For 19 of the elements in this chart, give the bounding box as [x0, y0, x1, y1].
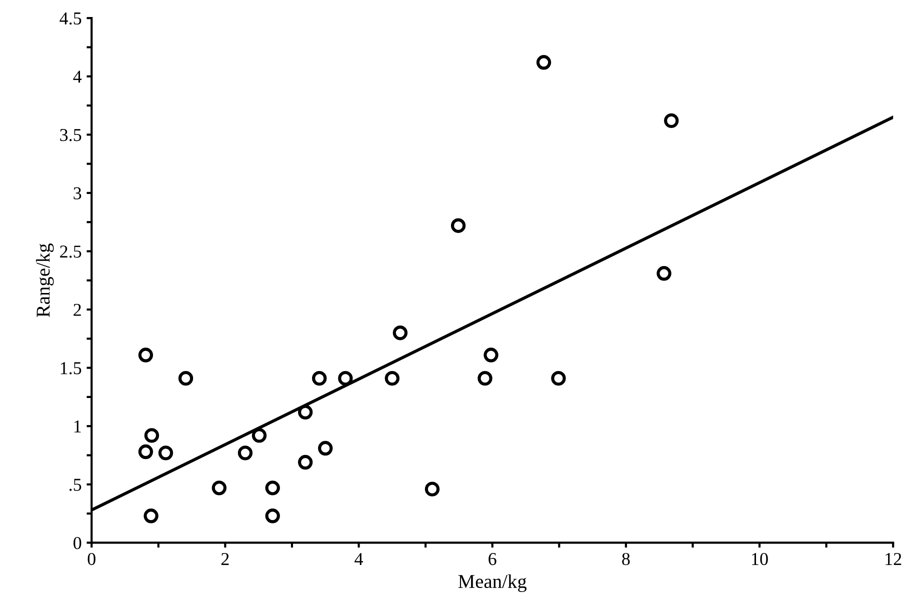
x-axis-title: Mean/kg — [458, 574, 527, 592]
x-tick-label: 10 — [752, 552, 768, 566]
y-tick-label: 0 — [74, 536, 82, 550]
x-tick-label: 0 — [88, 552, 96, 566]
y-tick-label: 1.5 — [60, 362, 82, 374]
y-tick-label: 3 — [74, 187, 82, 200]
y-tick-label: 2 — [74, 304, 81, 316]
y-tick-label: .5 — [70, 478, 82, 491]
x-tick-label: 2 — [221, 552, 229, 565]
y-tick-label: 1 — [74, 420, 81, 432]
y-tick-label: 3.5 — [60, 128, 82, 142]
x-tick-label: 8 — [622, 552, 630, 566]
x-tick-label: 4 — [354, 553, 363, 565]
y-tick-label: 2.5 — [60, 246, 82, 258]
y-axis-title: Range/kg — [36, 244, 54, 318]
x-tick-label: 6 — [488, 552, 496, 566]
y-tick-label: 4.5 — [60, 12, 82, 25]
y-tick-label: 4 — [73, 70, 82, 83]
x-tick-label: 12 — [886, 552, 902, 565]
